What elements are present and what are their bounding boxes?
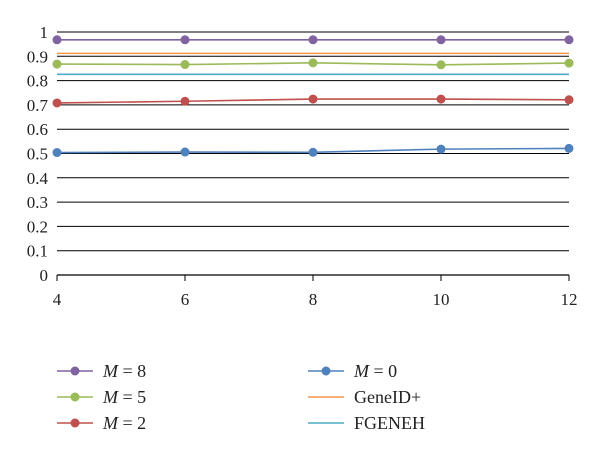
- data-point: [436, 60, 446, 70]
- y-tick-label: 0.5: [27, 145, 48, 164]
- y-tick-label: 0.1: [27, 242, 48, 261]
- y-tick-label: 0.3: [27, 193, 48, 212]
- data-point: [180, 35, 190, 45]
- legend-label: M = 5: [102, 387, 146, 407]
- y-tick-label: 0: [40, 266, 49, 285]
- legend-label: M = 2: [102, 413, 146, 433]
- y-tick-label: 0.2: [27, 217, 48, 236]
- data-point: [180, 60, 190, 70]
- data-point: [308, 35, 318, 45]
- series-lines: [52, 35, 574, 158]
- data-point: [564, 58, 574, 68]
- x-tick-label: 4: [53, 290, 62, 309]
- legend-marker: [70, 392, 80, 402]
- data-point: [436, 94, 446, 104]
- data-point: [564, 143, 574, 153]
- x-tick-label: 12: [561, 290, 578, 309]
- axes: 0 0.1 0.2 0.3 0.4 0.5 0.6 0.7 0.8 0.9 1 4 6 8 10 12: [27, 23, 578, 309]
- data-point: [308, 58, 318, 68]
- data-point: [308, 147, 318, 157]
- data-point: [436, 35, 446, 45]
- legend: M = 8 M = 5 M = 2 M = 0 GeneID+ FGENEH: [57, 361, 425, 433]
- data-point: [436, 144, 446, 154]
- y-tick-label: 0.9: [27, 47, 48, 66]
- data-point: [564, 95, 574, 105]
- legend-label: FGENEH: [354, 413, 425, 433]
- data-point: [180, 147, 190, 157]
- data-point: [180, 96, 190, 106]
- y-tick-label: 1: [40, 23, 49, 42]
- legend-marker: [70, 366, 80, 376]
- data-point: [308, 94, 318, 104]
- legend-marker: [321, 366, 331, 376]
- legend-label: M = 0: [353, 361, 397, 381]
- data-point: [52, 148, 62, 158]
- legend-label: GeneID+: [354, 387, 421, 407]
- legend-marker: [70, 418, 80, 428]
- data-point: [564, 35, 574, 45]
- y-tick-label: 0.8: [27, 72, 48, 91]
- y-tick-label: 0.7: [27, 96, 49, 115]
- data-point: [52, 35, 62, 45]
- y-tick-label: 0.6: [27, 120, 48, 139]
- data-point: [52, 98, 62, 108]
- y-tick-label: 0.4: [27, 169, 49, 188]
- x-tick-label: 8: [309, 290, 318, 309]
- data-point: [52, 59, 62, 69]
- x-tick-label: 10: [433, 290, 450, 309]
- x-tick-label: 6: [181, 290, 190, 309]
- legend-label: M = 8: [102, 361, 146, 381]
